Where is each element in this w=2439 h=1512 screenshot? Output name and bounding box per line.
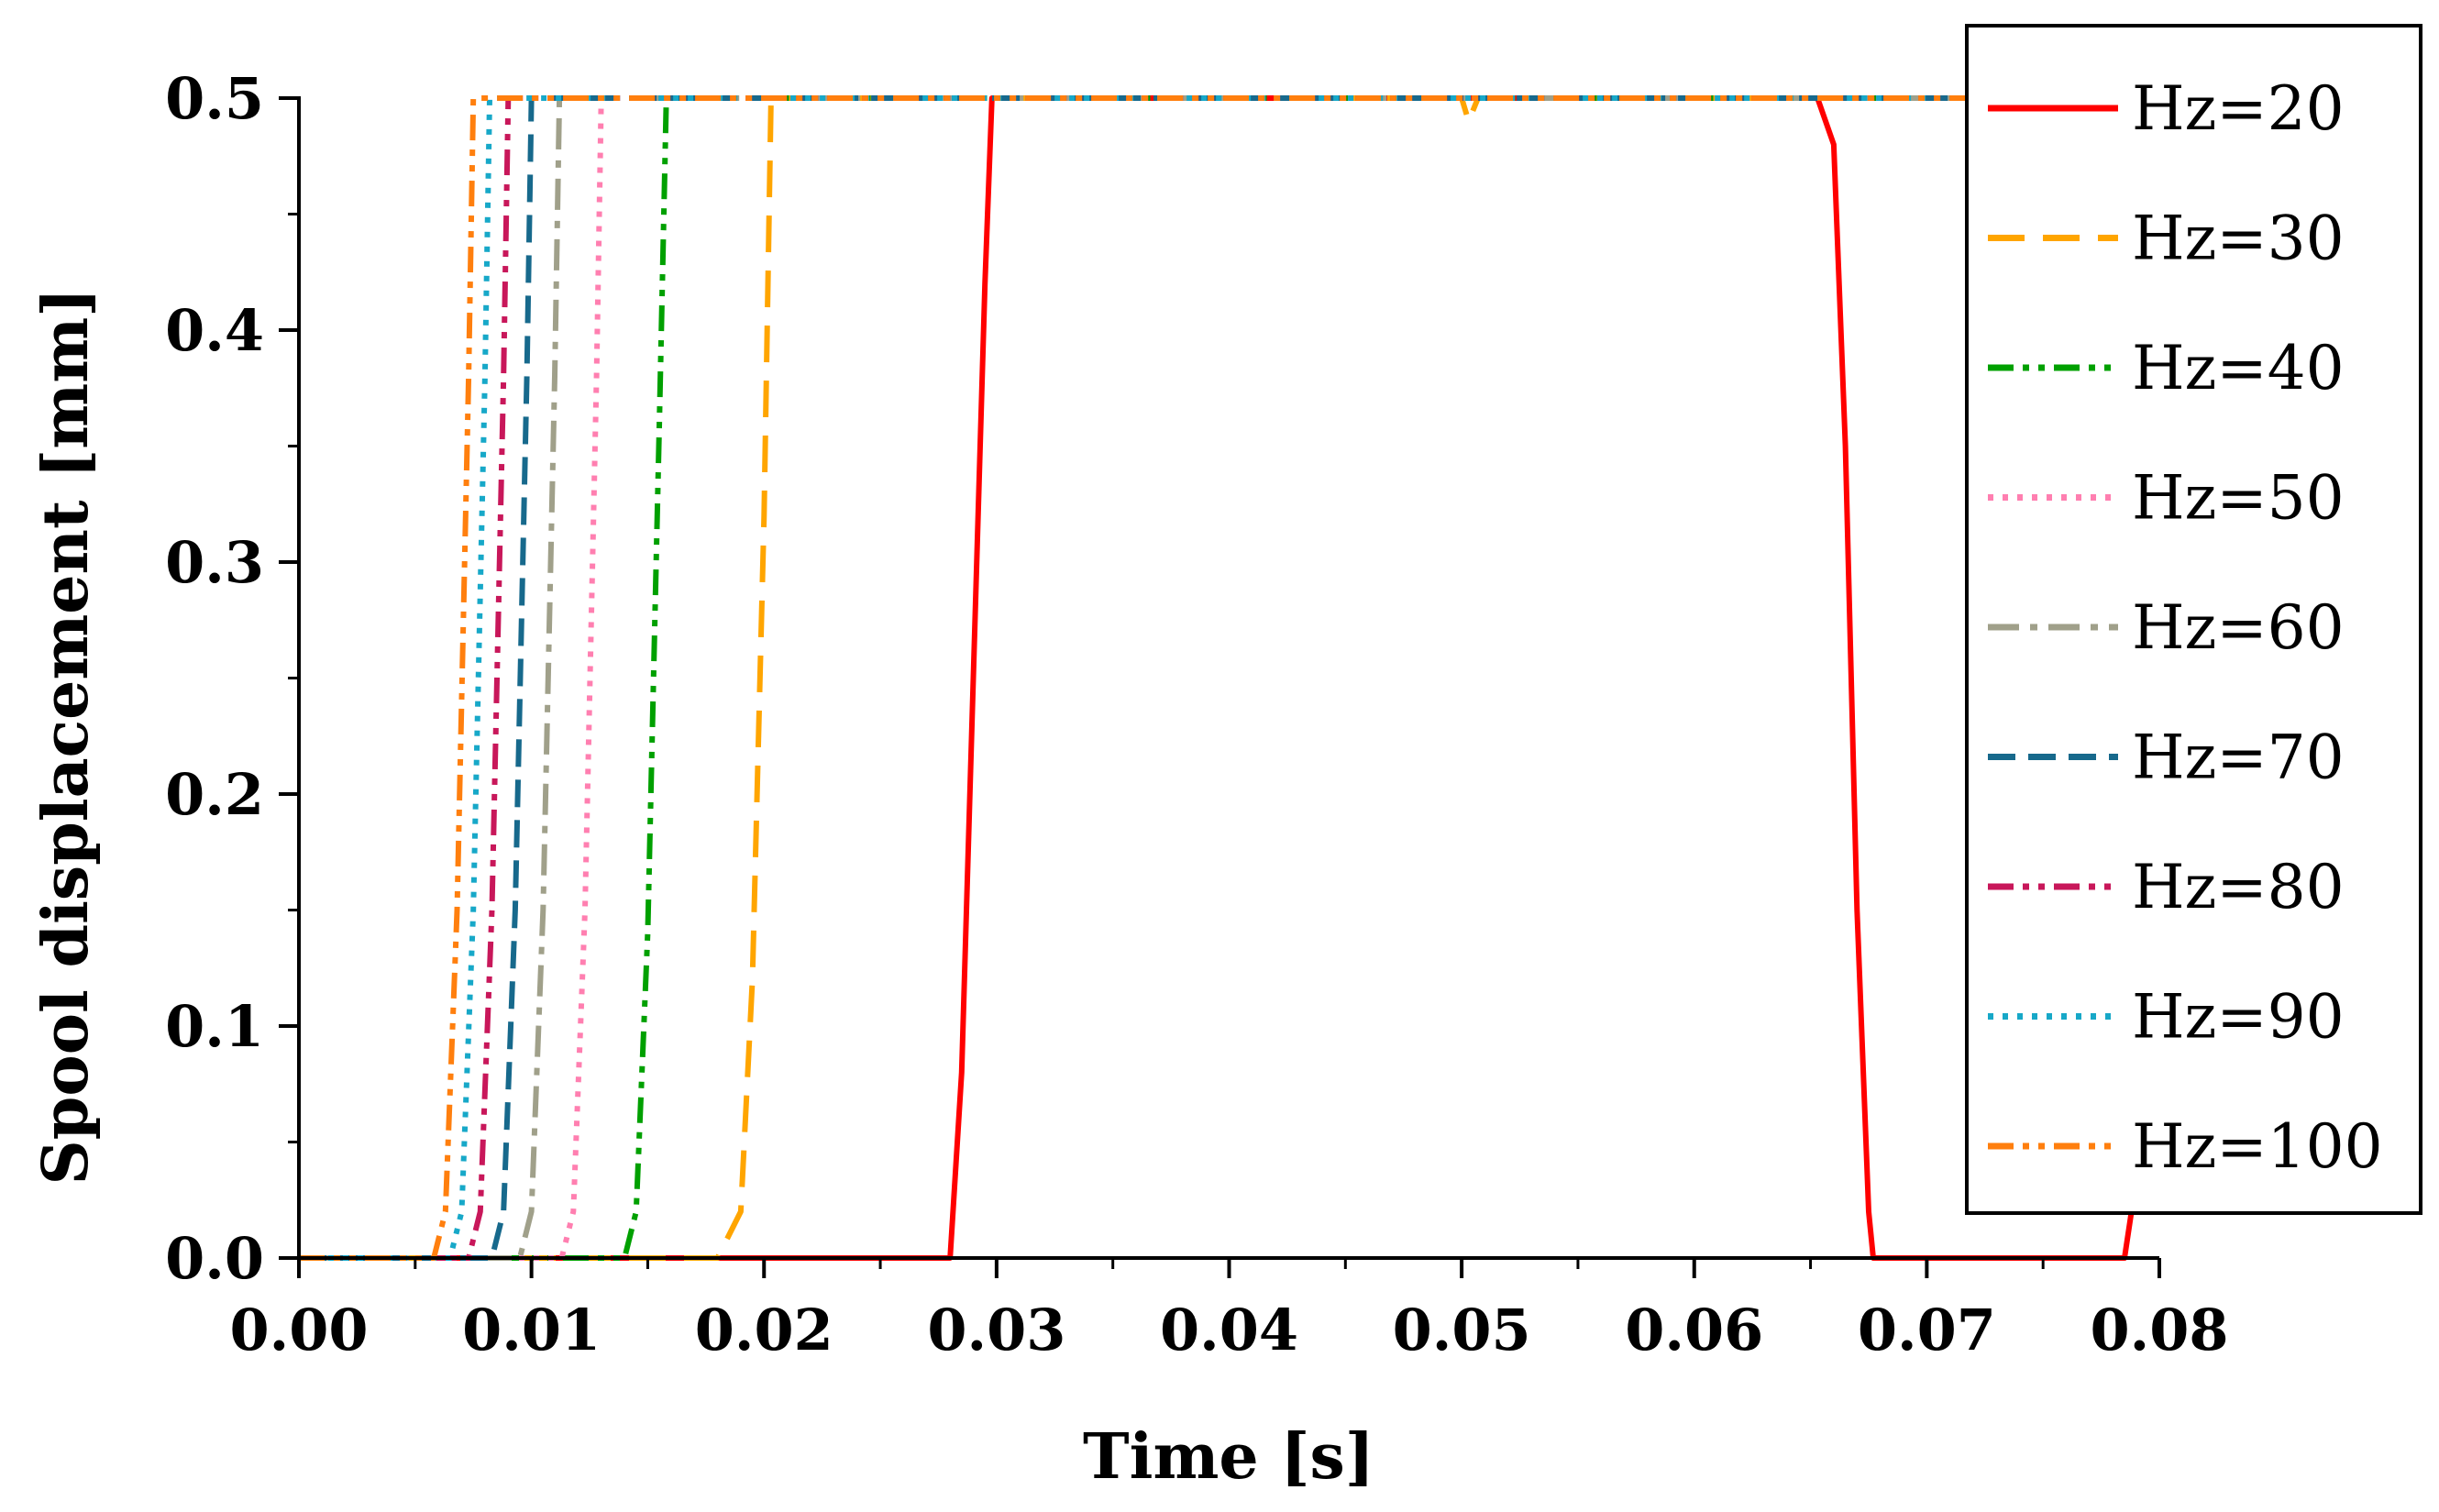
series-line-hz-50 [299, 95, 2159, 1261]
y-axis-title: Spool displacement [mm] [29, 288, 103, 1186]
y-tick-label: 0.5 [165, 65, 264, 132]
legend: Hz=20 Hz=30 Hz=40 Hz=50 Hz=60 Hz=70 Hz=80 Hz=90… [1965, 24, 2422, 1215]
y-tick-label: 0.4 [165, 297, 264, 364]
legend-label: Hz=100 [2132, 1111, 2383, 1182]
y-tick-label: 0.0 [165, 1225, 264, 1292]
x-tick-label: 0.04 [1160, 1297, 1298, 1363]
legend-label: Hz=70 [2132, 723, 2345, 793]
x-axis-title: Time [s] [1083, 1420, 1374, 1494]
y-tick-label: 0.1 [165, 993, 264, 1060]
legend-label: Hz=80 [2132, 852, 2345, 922]
series-line-hz-100 [299, 95, 2159, 1261]
x-tick-label: 0.06 [1625, 1297, 1763, 1363]
y-tick-label: 0.2 [165, 761, 264, 828]
x-tick-label: 0.02 [695, 1297, 833, 1363]
legend-box [1965, 24, 2422, 1215]
x-tick-label: 0.03 [927, 1297, 1065, 1363]
plot-lines [299, 95, 2159, 1261]
y-tick-label: 0.3 [165, 529, 264, 596]
legend-label: Hz=90 [2132, 982, 2345, 1053]
series-line-hz-40 [299, 95, 2159, 1261]
series-line-hz-30 [299, 95, 2159, 1261]
series-line-hz-20 [299, 95, 2135, 1261]
legend-label: Hz=50 [2132, 463, 2345, 534]
series-line-hz-80 [299, 95, 2159, 1261]
legend-label: Hz=40 [2132, 333, 2345, 403]
legend-label: Hz=30 [2132, 204, 2345, 274]
series-line-hz-60 [299, 95, 2159, 1261]
x-tick-label: 0.01 [462, 1297, 601, 1363]
series-line-hz-70 [299, 95, 2159, 1261]
x-tick-label: 0.07 [1858, 1297, 1996, 1363]
x-tick-label: 0.00 [229, 1297, 368, 1363]
x-tick-label: 0.05 [1393, 1297, 1531, 1363]
legend-label: Hz=60 [2132, 592, 2345, 663]
x-tick-label: 0.08 [2090, 1297, 2228, 1363]
series-line-hz-90 [299, 95, 2159, 1261]
axes: 0.00 0.01 0.02 0.03 0.04 0.05 0.06 0.07 0.08 0.0 0… [165, 65, 2228, 1363]
legend-label: Hz=20 [2132, 73, 2345, 144]
